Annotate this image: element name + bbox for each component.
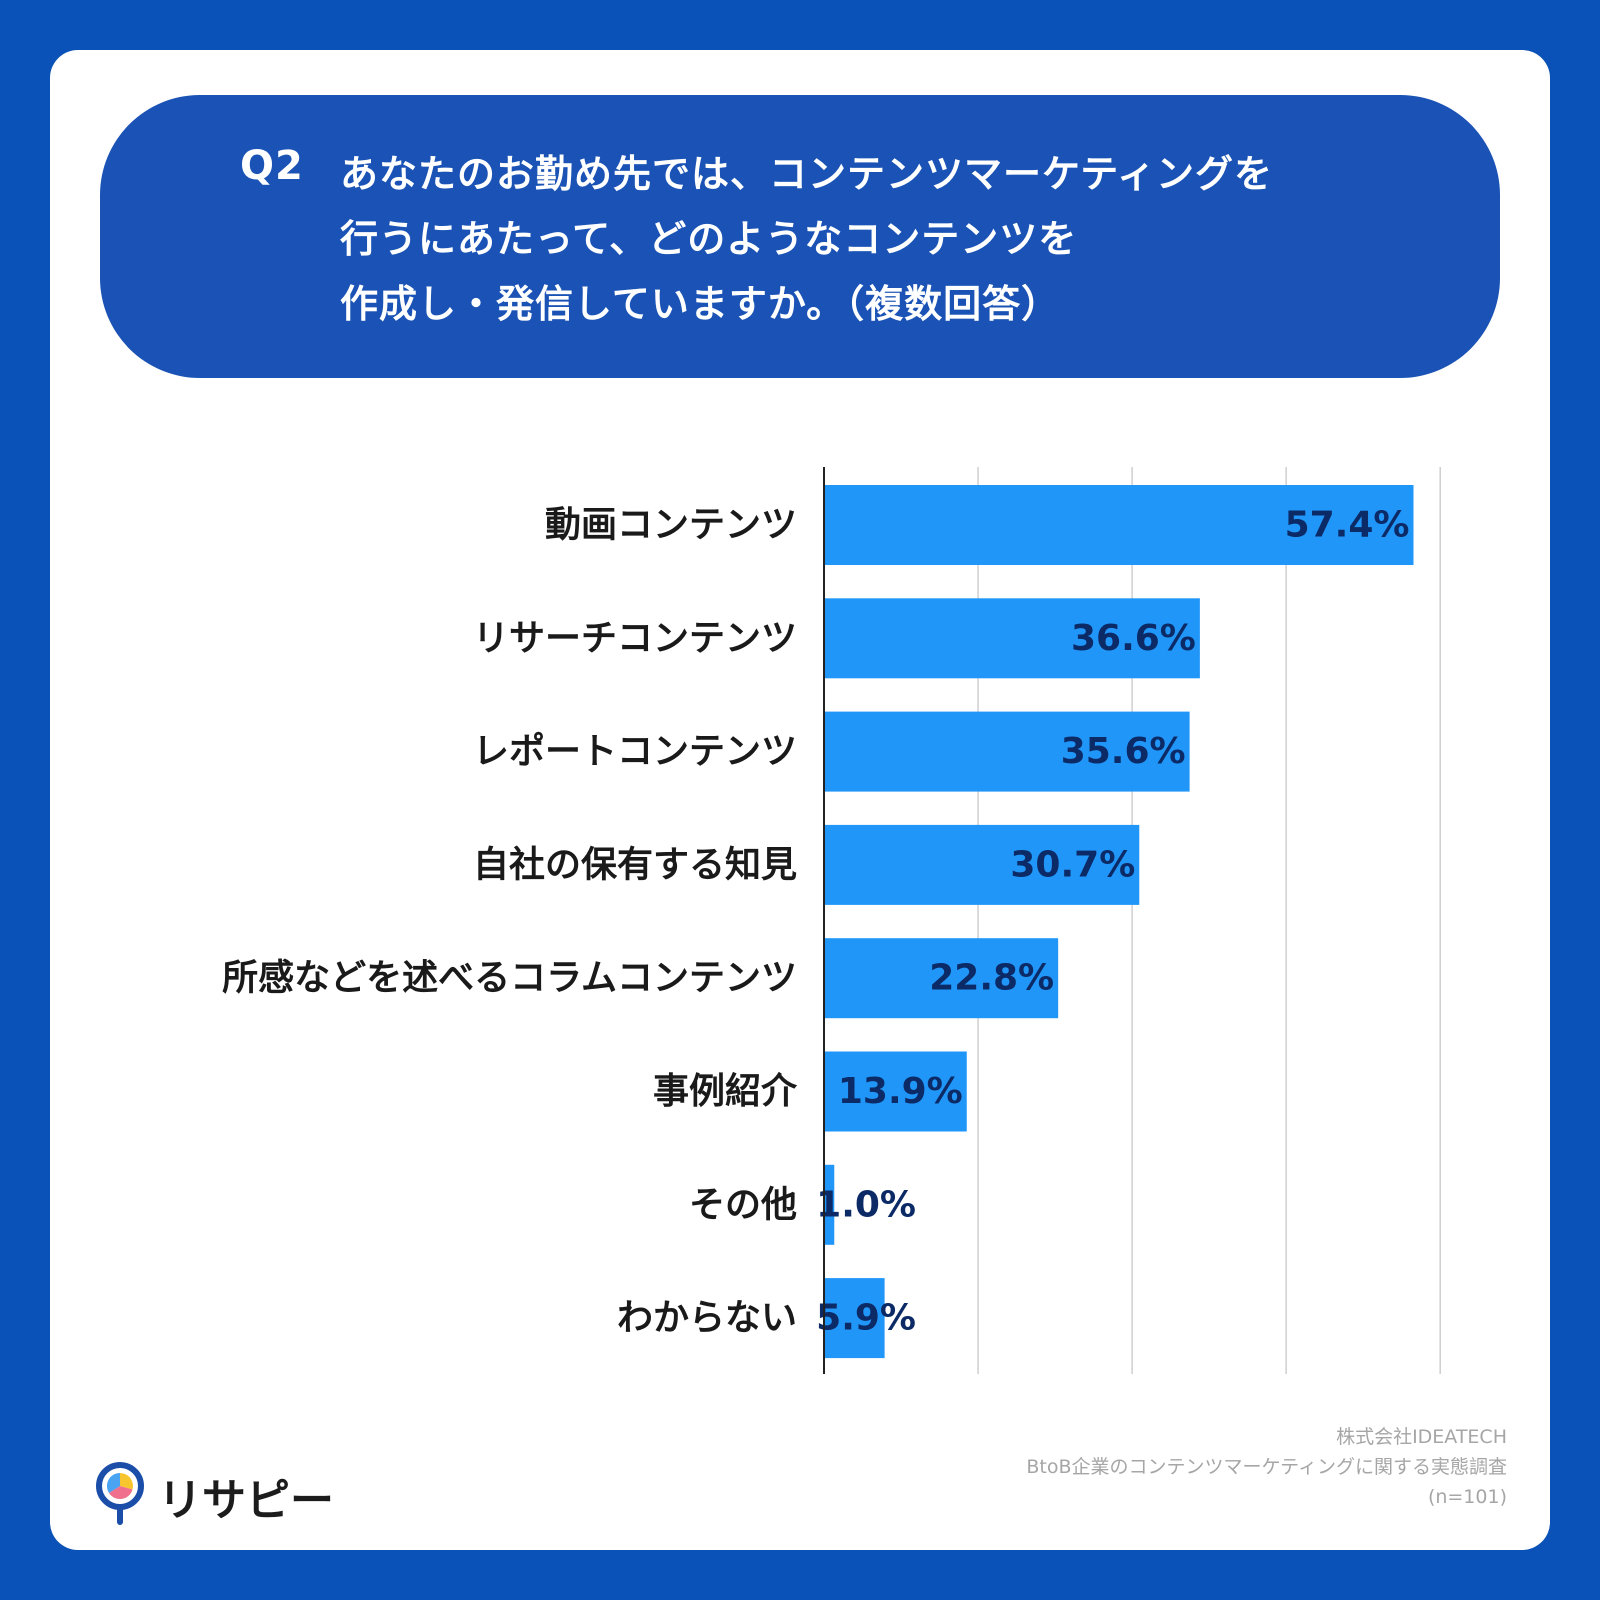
bar	[824, 938, 1059, 1019]
question-line-3: 作成し・発信していますか。（複数回答）	[340, 282, 1061, 326]
bar	[824, 598, 1200, 679]
data-label: 35.6%	[1061, 731, 1186, 772]
question-box: Q2 あなたのお勤め先では、コンテンツマーケティングを 行うにあたって、どのよう…	[100, 95, 1500, 378]
source-company: 株式会社IDEATECH	[1336, 1426, 1507, 1448]
question-line-2: 行うにあたって、どのようなコンテンツを	[340, 217, 1078, 261]
source-survey: BtoB企業のコンテンツマーケティングに関する実態調査	[1026, 1456, 1507, 1478]
source-sample: (n=101)	[1427, 1486, 1507, 1508]
bar	[824, 1278, 885, 1359]
category-label: その他	[689, 1184, 797, 1225]
question-line-1: あなたのお勤め先では、コンテンツマーケティングを	[340, 152, 1273, 196]
question-number: Q2	[240, 143, 304, 189]
bar	[824, 711, 1190, 792]
data-label: 57.4%	[1285, 505, 1410, 546]
data-label: 36.6%	[1071, 618, 1196, 659]
category-label: わからない	[617, 1298, 797, 1339]
brand-logo: リサピー	[96, 1460, 334, 1530]
data-label: 1.0%	[816, 1184, 916, 1225]
bar	[824, 485, 1414, 565]
source-note: 株式会社IDEATECH BtoB企業のコンテンツマーケティングに関する実態調査…	[1026, 1422, 1507, 1512]
category-label: 自社の保有する知見	[473, 844, 797, 885]
pin-logo-icon	[96, 1462, 144, 1525]
data-label: 30.7%	[1010, 844, 1135, 885]
bar	[824, 824, 1140, 905]
category-label: レポートコンテンツ	[473, 730, 797, 772]
logo-text: リサピー	[158, 1475, 334, 1526]
bar	[824, 1164, 835, 1245]
data-label: 13.9%	[838, 1071, 963, 1112]
data-label: 22.8%	[929, 958, 1054, 999]
category-label: 事例紹介	[653, 1071, 798, 1112]
category-label: 動画コンテンツ	[545, 505, 797, 546]
data-label: 5.9%	[816, 1298, 916, 1339]
category-label: 所感などを述べるコラムコンテンツ	[222, 958, 797, 999]
bar	[824, 1051, 967, 1132]
category-label: リサーチコンテンツ	[473, 618, 797, 659]
